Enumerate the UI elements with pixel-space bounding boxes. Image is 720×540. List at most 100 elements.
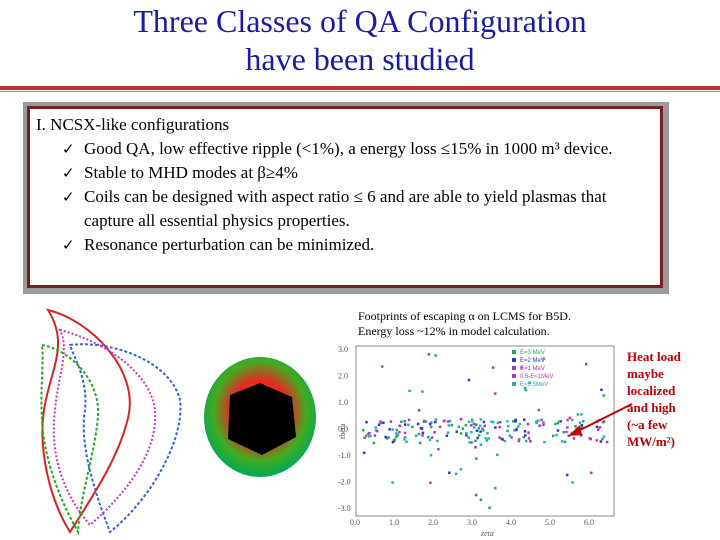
footprint-point xyxy=(542,421,545,424)
footprint-point xyxy=(434,418,438,421)
y-tick-label: 1.0 xyxy=(338,398,348,407)
footprint-point xyxy=(389,420,393,423)
footprint-point xyxy=(364,434,368,438)
check-icon: ✓ xyxy=(62,188,75,206)
bullet-item: ✓ Stable to MHD modes at β≥4% xyxy=(62,161,654,185)
footprint-point xyxy=(475,429,479,433)
footprint-plot: 3.0 2.0 1.0 0.0 -1.0 -2.0 -3.0 0.0 1.0 2.0 3.0 4.0… xyxy=(338,345,615,538)
footprint-point xyxy=(474,446,477,449)
y-tick-label: 0.0 xyxy=(338,425,348,434)
caption-line-2: Energy loss ~12% in model calculation. xyxy=(358,324,550,338)
footprint-point xyxy=(430,421,433,424)
footprint-point xyxy=(482,429,485,432)
arrow-line xyxy=(575,403,633,433)
check-icon: ✓ xyxy=(62,236,75,254)
footprint-point xyxy=(562,431,565,434)
footprint-point xyxy=(563,440,567,444)
footprint-point xyxy=(394,435,398,439)
footprint-point xyxy=(551,434,555,438)
footprint-point xyxy=(538,424,541,427)
footprint-point xyxy=(506,429,509,433)
footprint-point xyxy=(470,441,473,444)
footprint-point xyxy=(414,434,418,437)
bullet-text: Good QA, low effective ripple (<1%), a e… xyxy=(84,139,613,158)
footprint-point xyxy=(403,420,406,423)
footprint-point xyxy=(523,430,527,433)
footprint-point xyxy=(565,473,569,477)
footprint-point xyxy=(507,424,510,428)
footprint-point xyxy=(514,418,517,422)
footprint-point xyxy=(407,418,411,422)
footprint-point xyxy=(479,443,483,446)
footprint-point xyxy=(490,420,493,423)
footprint-point xyxy=(479,418,483,421)
footprint-point xyxy=(598,426,602,429)
content-box: I. NCSX-like configurations ✓ Good QA, lo… xyxy=(27,106,663,288)
footprint-point xyxy=(450,423,454,427)
footprint-point xyxy=(403,431,407,435)
footprint-point xyxy=(512,420,515,423)
footprint-point xyxy=(585,362,588,366)
footprint-point xyxy=(384,435,387,439)
footprint-point xyxy=(471,419,474,423)
footprint-point xyxy=(437,447,440,451)
footprint-point xyxy=(553,422,557,426)
footprint-point xyxy=(417,409,421,412)
footprint-point xyxy=(369,434,372,438)
annotation-line: (~a few xyxy=(627,417,668,432)
legend-marker xyxy=(512,374,516,378)
legend-label: 0.5-E<1MeV xyxy=(520,374,554,380)
footprint-point xyxy=(467,436,470,439)
bullet-text: Coils can be designed with aspect ratio … xyxy=(84,187,607,230)
footprint-point xyxy=(471,418,474,421)
footprint-point xyxy=(421,431,425,435)
footprint-point xyxy=(377,423,381,426)
legend-marker xyxy=(512,382,516,386)
footprint-point xyxy=(601,421,605,424)
title-divider-thin xyxy=(0,91,720,92)
footprint-point xyxy=(601,437,604,441)
footprint-point xyxy=(474,423,478,426)
bullet-text: Resonance perturbation can be minimized. xyxy=(84,235,375,254)
footprint-point xyxy=(373,434,377,437)
bullet-list: ✓ Good QA, low effective ripple (<1%), a … xyxy=(36,137,654,257)
footprint-point xyxy=(597,428,600,431)
footprint-point xyxy=(404,436,407,439)
footprint-point xyxy=(476,436,479,440)
footprint-point xyxy=(385,437,389,440)
footprint-point xyxy=(496,421,500,425)
footprint-point xyxy=(374,426,377,429)
footprint-point xyxy=(477,427,480,430)
footprint-point xyxy=(416,422,420,426)
footprint-point xyxy=(503,439,507,443)
footprint-point xyxy=(487,437,490,440)
check-icon: ✓ xyxy=(62,164,75,182)
footprint-point xyxy=(571,481,574,484)
title-line-1: Three Classes of QA Configuration xyxy=(133,3,587,39)
footprint-point xyxy=(482,420,486,424)
footprint-point xyxy=(446,431,450,434)
legend-label: E<0.5MeV xyxy=(520,382,548,388)
footprint-point xyxy=(465,432,468,435)
x-tick-label: 0.0 xyxy=(350,518,360,527)
footprint-point xyxy=(517,439,521,443)
x-tick-label: 6.0 xyxy=(584,518,594,527)
footprint-point xyxy=(395,432,398,435)
footprint-point xyxy=(491,366,495,369)
footprint-point xyxy=(479,430,482,433)
footprint-point xyxy=(391,440,395,444)
footprint-point xyxy=(403,423,407,426)
footprint-point xyxy=(442,419,446,423)
footprint-point xyxy=(411,425,414,429)
coil-cross-section-figure xyxy=(40,308,182,536)
title-divider xyxy=(0,86,720,90)
footprint-point xyxy=(536,419,540,422)
footprint-point xyxy=(436,439,439,443)
footprint-point xyxy=(595,425,599,429)
footprint-point xyxy=(520,366,523,369)
slide-title: Three Classes of QA Configuration have b… xyxy=(0,2,720,78)
annotation-line: localized xyxy=(627,383,676,398)
footprint-point xyxy=(568,416,572,420)
y-axis-label: theta xyxy=(338,423,347,439)
coil-blue-curve xyxy=(68,343,182,534)
